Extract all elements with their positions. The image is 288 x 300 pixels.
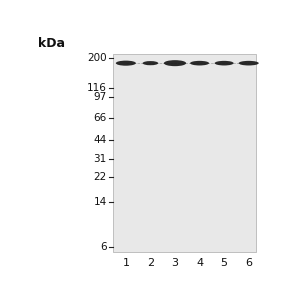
Text: 66: 66 (94, 113, 107, 123)
Ellipse shape (143, 61, 158, 65)
Text: 200: 200 (87, 53, 107, 63)
Ellipse shape (215, 61, 234, 65)
Text: 14: 14 (94, 196, 107, 207)
Text: 6: 6 (100, 242, 107, 252)
FancyBboxPatch shape (113, 55, 256, 252)
Ellipse shape (190, 61, 209, 65)
Text: 97: 97 (94, 92, 107, 102)
Text: 2: 2 (147, 258, 154, 268)
Ellipse shape (239, 61, 259, 65)
Text: 5: 5 (221, 258, 228, 268)
Text: 6: 6 (245, 258, 252, 268)
Text: 3: 3 (171, 258, 179, 268)
Text: 31: 31 (94, 154, 107, 164)
Text: 116: 116 (87, 83, 107, 93)
Text: 22: 22 (94, 172, 107, 182)
Text: 1: 1 (122, 258, 129, 268)
Ellipse shape (116, 61, 136, 66)
Text: 44: 44 (94, 135, 107, 145)
Ellipse shape (164, 60, 186, 66)
Text: kDa: kDa (38, 37, 65, 50)
Text: 4: 4 (196, 258, 203, 268)
